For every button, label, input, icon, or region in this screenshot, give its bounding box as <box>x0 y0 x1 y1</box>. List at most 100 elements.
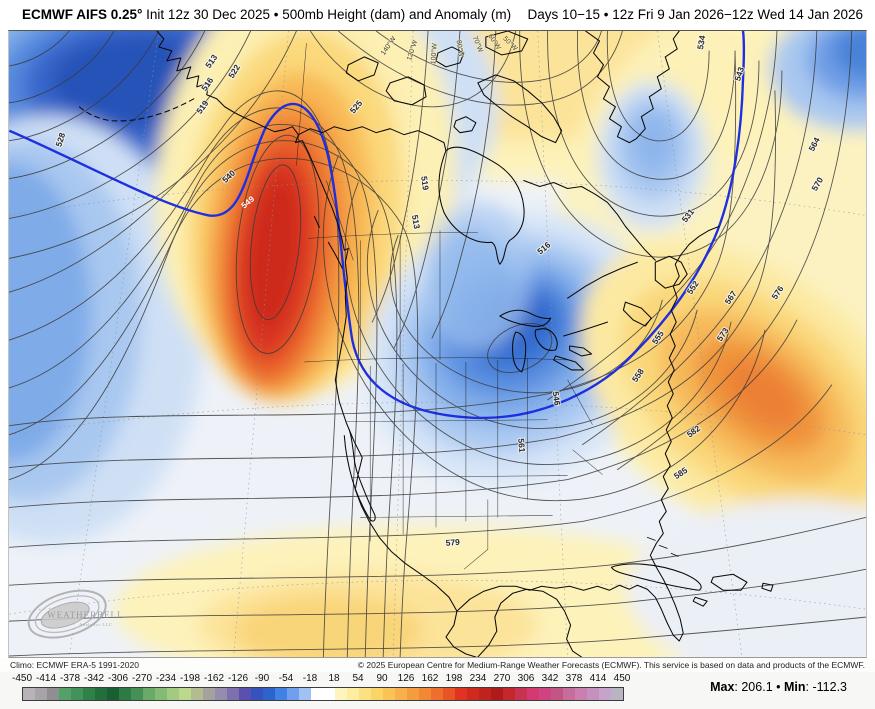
colorbar-segment <box>107 688 119 700</box>
colorbar-segment <box>119 688 131 700</box>
lon-label: 80°W <box>454 39 465 58</box>
contour-label-546: 546 <box>551 391 563 407</box>
colorbar-segment <box>539 688 551 700</box>
contour-label-513: 513 <box>410 214 422 230</box>
colorbar-segment <box>383 688 395 700</box>
colorbar-segment <box>143 688 155 700</box>
max-value: : 206.1 <box>734 680 773 694</box>
colorbar-segment <box>431 688 443 700</box>
colorbar-tick-label: 306 <box>517 673 535 684</box>
colorbar-tick-label: 414 <box>589 673 607 684</box>
colorbar-segment <box>467 688 479 700</box>
colorbar-tick-label: -198 <box>179 673 201 684</box>
colorbar-segment <box>23 688 35 700</box>
colorbar-segment <box>275 688 287 700</box>
colorbar-segment <box>599 688 611 700</box>
maxmin-separator: • <box>776 680 781 694</box>
colorbar-tick-label: 54 <box>352 673 364 684</box>
colorbar-tick-label: 162 <box>421 673 439 684</box>
state-borders <box>296 42 603 570</box>
colorbar-tick-label: -414 <box>35 673 57 684</box>
colorbar-segment <box>263 688 275 700</box>
max-label: Max <box>710 680 735 694</box>
colorbar-segment <box>455 688 467 700</box>
colorbar-tick-label: -18 <box>302 673 318 684</box>
contour-label-519: 519 <box>419 175 431 191</box>
colorbar-segment <box>299 688 311 700</box>
model-name: ECMWF AIFS 0.25° <box>22 7 143 22</box>
copyright-note: © 2025 European Centre for Medium-Range … <box>357 660 865 670</box>
colorbar-segment <box>395 688 407 700</box>
colorbar-tick-label: 378 <box>565 673 583 684</box>
valid-range: Days 10−15 • 12z Fri 9 Jan 2026−12z Wed … <box>527 7 863 22</box>
anomaly-shading <box>9 31 866 657</box>
colorbar-segment <box>191 688 203 700</box>
colorbar-segment <box>611 688 623 700</box>
weather-map-svg: 5135165195225255285405495195135345435645… <box>9 31 866 657</box>
lon-label: 100°W <box>429 43 438 65</box>
colorbar-segment <box>311 688 323 700</box>
contour-label-534: 534 <box>695 34 707 50</box>
colorbar-segment <box>227 688 239 700</box>
colorbar-segment <box>287 688 299 700</box>
colorbar-tick-label: -342 <box>83 673 105 684</box>
colorbar-tick-label: -378 <box>59 673 81 684</box>
colorbar-tick-label: 342 <box>541 673 559 684</box>
legend: -450 -414 -378 -342 -306 -270 -234 -198 -162 -126… <box>0 672 875 709</box>
colorbar-tick-label: -90 <box>254 673 270 684</box>
colorbar-segment <box>359 688 371 700</box>
colorbar-segment <box>443 688 455 700</box>
colorbar-tick-label: -162 <box>203 673 225 684</box>
colorbar-segment <box>131 688 143 700</box>
colorbar-segment <box>167 688 179 700</box>
highlight-contour-546 <box>9 31 745 420</box>
colorbar-segment <box>371 688 383 700</box>
colorbar-segment <box>335 688 347 700</box>
colorbar-segment <box>95 688 107 700</box>
height-contours <box>9 31 866 657</box>
colorbar-tick-label: 450 <box>613 673 631 684</box>
colorbar-segment <box>527 688 539 700</box>
colorbar-segment <box>407 688 419 700</box>
colorbar-segment <box>323 688 335 700</box>
colorbar-segment <box>575 688 587 700</box>
colorbar-segment <box>347 688 359 700</box>
min-value: : -112.3 <box>805 680 847 694</box>
colorbar-tick-label: 234 <box>469 673 487 684</box>
colorbar-segment <box>491 688 503 700</box>
graticule <box>9 31 866 657</box>
colorbar-segment <box>563 688 575 700</box>
colorbar-segment <box>47 688 59 700</box>
colorbar <box>22 687 624 701</box>
contour-label-579: 579 <box>445 537 460 548</box>
map-area: 513 516 519 522 525 528 540 549 519 513 534 543 564 5… <box>8 30 867 658</box>
colorbar-segment <box>203 688 215 700</box>
colorbar-tick-label: -306 <box>107 673 129 684</box>
colorbar-tick-label: -234 <box>155 673 177 684</box>
colorbar-tick-label: -450 <box>11 673 33 684</box>
contour-label-561: 561 <box>516 438 527 453</box>
colorbar-tick-label: 126 <box>397 673 415 684</box>
colorbar-segment <box>419 688 431 700</box>
colorbar-segment <box>503 688 515 700</box>
logo-subtext: Analytics LLC <box>79 622 112 627</box>
colorbar-tick-label: 18 <box>328 673 340 684</box>
colorbar-segment <box>71 688 83 700</box>
weatherbell-logo: WEATHERBELL Analytics LLC <box>27 589 122 639</box>
colorbar-segment <box>551 688 563 700</box>
colorbar-segment <box>59 688 71 700</box>
colorbar-segment <box>215 688 227 700</box>
coastlines <box>76 31 774 657</box>
header: ECMWF AIFS 0.25° Init 12z 30 Dec 2025 • … <box>0 0 875 30</box>
colorbar-tick-label: -270 <box>131 673 153 684</box>
attribution-strip: Climo: ECMWF ERA-5 1991-2020 © 2025 Euro… <box>0 658 875 672</box>
init-subtitle: Init 12z 30 Dec 2025 • 500mb Height (dam… <box>142 7 512 22</box>
colorbar-segment <box>83 688 95 700</box>
colorbar-tick-label: 90 <box>376 673 388 684</box>
colorbar-tick-label: -54 <box>278 673 294 684</box>
colorbar-tick-label: 270 <box>493 673 511 684</box>
colorbar-segment <box>35 688 47 700</box>
colorbar-ticks: -450 -414 -378 -342 -306 -270 -234 -198 -162 -126… <box>0 673 875 685</box>
contour-label-528: 528 <box>53 131 67 148</box>
